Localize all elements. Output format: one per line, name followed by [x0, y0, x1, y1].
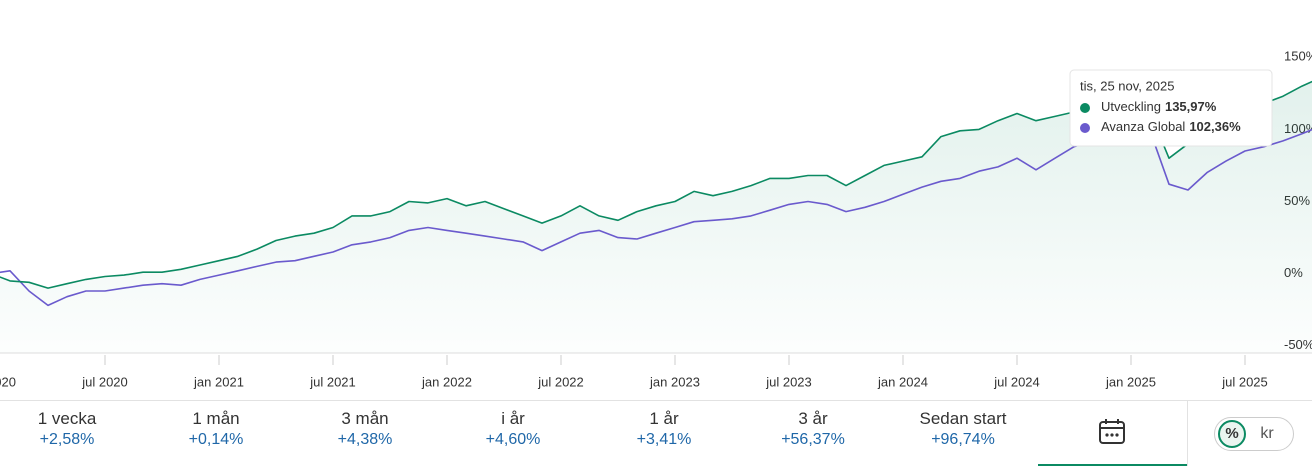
x-tick-label: jul 2020	[81, 374, 128, 389]
percent-option[interactable]: %	[1218, 420, 1246, 448]
x-tick-label: jul 2022	[537, 374, 584, 389]
x-tick-label: jul 2023	[765, 374, 812, 389]
period-tab[interactable]: i år +4,60%	[438, 409, 588, 449]
x-tick-label: jan 2021	[193, 374, 244, 389]
tooltip-dot	[1080, 103, 1090, 113]
period-tab[interactable]: 1 mån +0,14%	[141, 409, 291, 449]
calendar-tab[interactable]	[1038, 401, 1187, 466]
area	[0, 81, 1312, 353]
period-tab[interactable]: 3 år +56,37%	[738, 409, 888, 449]
tooltip: tis, 25 nov, 2025 Utveckling 135,97% Avanza…	[1069, 69, 1273, 147]
period-return: +56,37%	[781, 431, 845, 448]
tooltip-entry: Utveckling 135,97%	[1101, 99, 1217, 114]
period-label: 1 vecka	[37, 409, 97, 428]
period-label: Sedan start	[919, 409, 1007, 428]
tooltip-box	[1069, 69, 1273, 147]
period-tab[interactable]: 1 år +3,41%	[589, 409, 739, 449]
kr-option[interactable]: kr	[1260, 425, 1274, 442]
tooltip-date: tis, 25 nov, 2025	[1080, 78, 1174, 93]
period-return: +4,38%	[337, 431, 393, 448]
tooltip-value: 102,36%	[1189, 119, 1241, 134]
tooltip-value: 135,97%	[1165, 99, 1217, 114]
period-label: 3 år	[798, 409, 828, 428]
x-tick-label: jan 2025	[1105, 374, 1156, 389]
period-return: +3,41%	[636, 431, 692, 448]
period-tab[interactable]: 1 vecka +2,58%	[0, 409, 142, 449]
period-label: 3 mån	[341, 409, 389, 428]
period-label: i år	[501, 409, 525, 428]
y-tick-label: 150%	[1284, 49, 1312, 64]
x-tick-label: jul 2025	[1221, 374, 1268, 389]
x-tick-label: jul 2021	[309, 374, 356, 389]
unit-toggle: % kr	[1214, 417, 1294, 451]
tooltip-dot	[1080, 123, 1090, 133]
period-return: +4,60%	[485, 431, 541, 448]
period-tab[interactable]: 3 mån +4,38%	[290, 409, 440, 449]
period-return: +96,74%	[931, 431, 995, 448]
x-tick-label: jan 2020	[0, 374, 16, 389]
tooltip-entry: Avanza Global 102,36%	[1101, 119, 1241, 134]
tooltip-series-name: Utveckling	[1101, 99, 1161, 114]
x-tick-label: jan 2022	[421, 374, 472, 389]
calendar-icon	[1099, 419, 1125, 444]
period-return: +0,14%	[188, 431, 244, 448]
x-tick-label: jul 2024	[993, 374, 1040, 389]
period-return: +2,58%	[39, 431, 95, 448]
period-bar: % kr 1 vecka +2,58% 1 mån +0,14% 3 mån +4,38%…	[0, 400, 1312, 466]
period-label: 1 mån	[192, 409, 240, 428]
period-tab[interactable]: Sedan start +96,74%	[888, 409, 1038, 449]
tooltip-series-name: Avanza Global	[1101, 119, 1185, 134]
period-label: 1 år	[649, 409, 679, 428]
x-tick-label: jan 2024	[877, 374, 928, 389]
x-tick-label: jan 2023	[649, 374, 700, 389]
